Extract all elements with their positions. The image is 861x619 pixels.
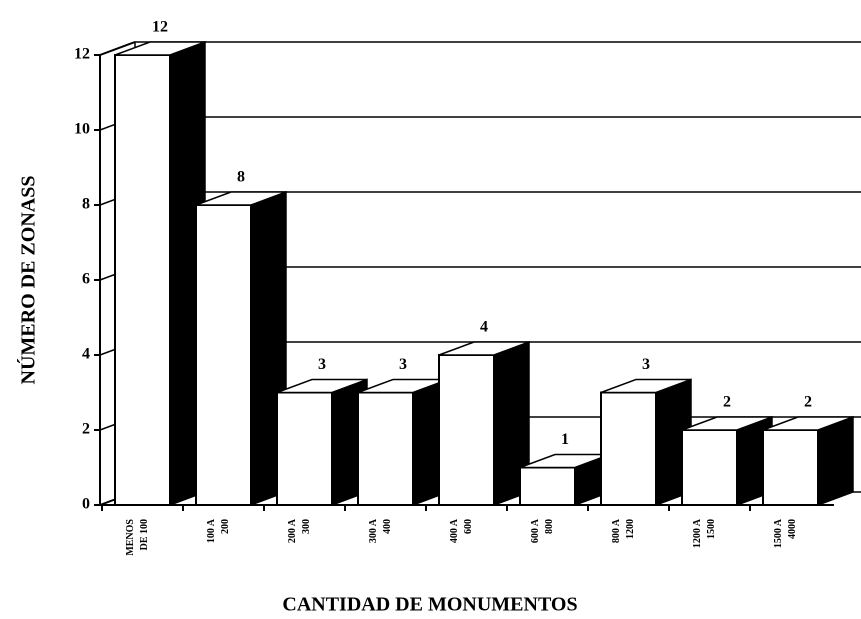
x-tick-label: 400 bbox=[382, 519, 393, 534]
bar-top bbox=[600, 378, 692, 394]
value-label: 2 bbox=[723, 394, 731, 411]
bar-top bbox=[438, 341, 530, 356]
x-tick-label: 1200 A bbox=[692, 518, 703, 548]
x-axis-label: CANTIDAD DE MONUMENTOS bbox=[282, 594, 577, 616]
x-tick-label: 600 bbox=[463, 519, 474, 534]
value-label: 3 bbox=[318, 356, 326, 373]
x-tick-label: 1500 A bbox=[773, 518, 784, 548]
value-label: 2 bbox=[804, 394, 812, 411]
bar-top bbox=[114, 41, 206, 56]
bar bbox=[681, 429, 738, 506]
x-tick-label: 100 A bbox=[206, 518, 217, 543]
x-tick-label: 400 A bbox=[449, 518, 460, 543]
y-tick-label: 12 bbox=[74, 46, 90, 63]
bar bbox=[114, 54, 171, 506]
y-tick-label: 6 bbox=[82, 271, 90, 288]
y-tick-label: 0 bbox=[82, 496, 90, 513]
value-label: 3 bbox=[642, 356, 650, 373]
value-label: 3 bbox=[399, 356, 407, 373]
bar-top bbox=[681, 416, 773, 431]
y-axis-label: NÚMERO DE ZONASS bbox=[16, 176, 40, 385]
x-tick-label: 200 bbox=[220, 519, 231, 534]
x-tick-label: 600 A bbox=[530, 518, 541, 543]
bar bbox=[438, 354, 495, 506]
y-tick-label: 4 bbox=[82, 346, 90, 363]
x-tick-label: 1500 bbox=[706, 519, 717, 539]
value-label: 1 bbox=[561, 431, 569, 448]
y-tick-label: 2 bbox=[82, 421, 90, 438]
x-tick-label: 1200 bbox=[625, 519, 636, 539]
x-tick-label: 300 bbox=[301, 519, 312, 534]
y-tick-label: 8 bbox=[82, 196, 90, 213]
bar bbox=[762, 429, 819, 506]
bar-top bbox=[276, 378, 368, 394]
y-tick-label: 10 bbox=[74, 121, 90, 138]
x-tick-label: 4000 bbox=[787, 519, 798, 539]
x-tick-label: 800 bbox=[544, 519, 555, 534]
x-tick-label: 200 A bbox=[287, 518, 298, 543]
bar bbox=[276, 391, 333, 506]
x-tick-label: MENOS bbox=[125, 519, 136, 556]
bar-top bbox=[762, 416, 854, 431]
x-tick-label: 800 A bbox=[611, 518, 622, 543]
bar-top bbox=[195, 191, 287, 206]
x-tick-label: DE 100 bbox=[139, 519, 150, 550]
bar bbox=[357, 391, 414, 506]
value-label: 8 bbox=[237, 169, 245, 186]
bar bbox=[600, 391, 657, 506]
value-label: 4 bbox=[480, 319, 488, 336]
bar bbox=[519, 466, 576, 506]
bar-side bbox=[817, 415, 854, 507]
x-tick-label: 300 A bbox=[368, 518, 379, 543]
bar bbox=[195, 204, 252, 506]
value-label: 12 bbox=[152, 19, 168, 36]
grid-line-depth bbox=[99, 41, 136, 56]
